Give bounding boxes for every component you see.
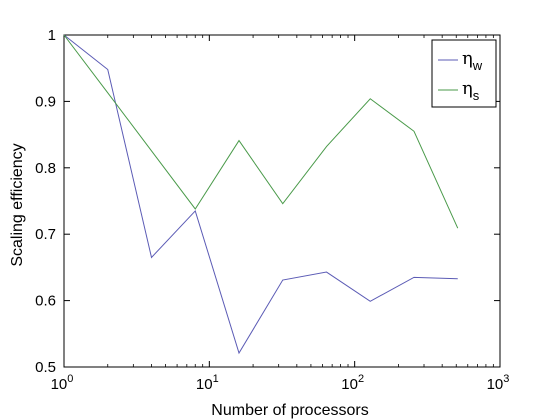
legend: ηw ηs bbox=[431, 39, 497, 108]
plot-frame bbox=[63, 34, 501, 368]
y-tick-label: 0.6 bbox=[35, 293, 56, 310]
x-tick-label: 100 bbox=[51, 373, 74, 393]
y-tick-label: 0.5 bbox=[35, 359, 56, 376]
y-tick-label: 0.7 bbox=[35, 226, 56, 243]
legend-label-w: ηw bbox=[462, 48, 483, 73]
y-tick-label: 1 bbox=[48, 27, 56, 44]
x-axis: 100 101 102 103 bbox=[51, 35, 510, 393]
x-tick-label: 101 bbox=[196, 373, 219, 393]
y-axis: 0.5 0.6 0.7 0.8 0.9 1 bbox=[35, 27, 500, 376]
x-tick-label: 103 bbox=[487, 373, 510, 393]
y-axis-title: Scaling efficiency bbox=[9, 143, 26, 266]
x-tick-label: 102 bbox=[341, 373, 364, 393]
series-layer bbox=[63, 34, 459, 355]
plot-area: 100 101 102 103 0.5 0.6 0.7 0.8 0.9 1 bbox=[35, 27, 509, 393]
legend-box bbox=[431, 39, 497, 108]
y-tick-label: 0.8 bbox=[35, 160, 56, 177]
series-line-w bbox=[63, 34, 458, 355]
legend-label-s: ηs bbox=[462, 78, 480, 103]
y-tick-label: 0.9 bbox=[35, 93, 56, 110]
x-axis-title: Number of processors bbox=[211, 402, 368, 419]
series-line-s bbox=[63, 34, 459, 229]
